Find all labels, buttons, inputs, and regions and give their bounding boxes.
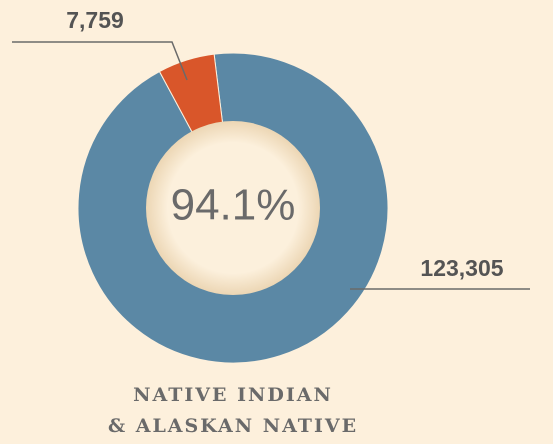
chart-title: & ALASKAN NATIVE xyxy=(108,415,358,437)
value-label: 123,305 xyxy=(420,255,503,281)
leader-line xyxy=(12,41,188,81)
value-label: 7,759 xyxy=(66,7,124,33)
center-label: 94.1% xyxy=(171,181,296,230)
donut-hole xyxy=(146,121,320,295)
chart-title: NATIVE INDIAN xyxy=(133,384,333,406)
